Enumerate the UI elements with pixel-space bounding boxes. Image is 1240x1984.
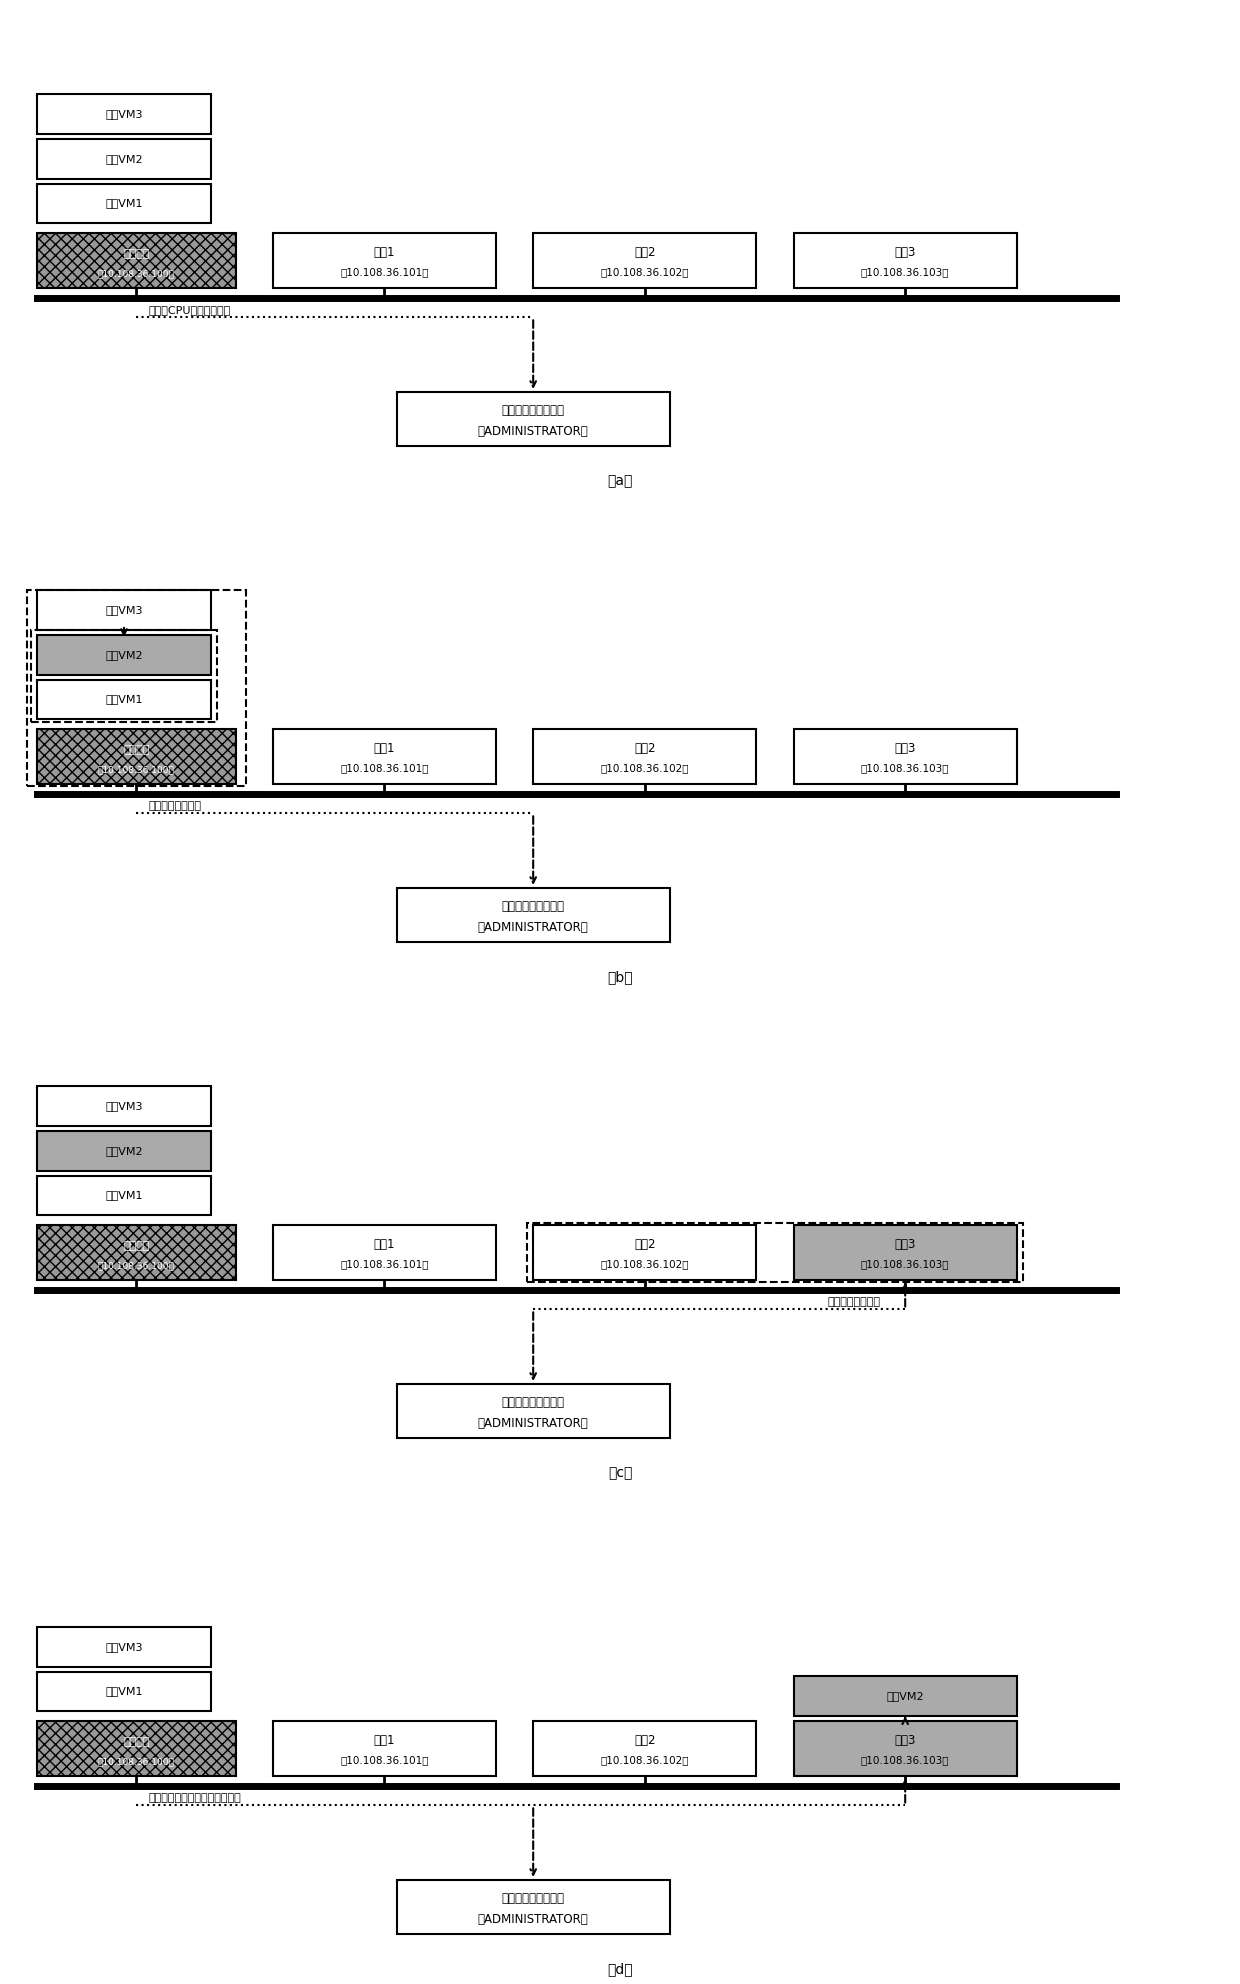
Bar bbox=[794, 1676, 1017, 1716]
Bar bbox=[533, 234, 756, 288]
Bar bbox=[273, 1720, 496, 1776]
Bar bbox=[37, 1671, 211, 1710]
Text: 虚拟VM2: 虚拟VM2 bbox=[887, 1690, 924, 1702]
Text: 虚拟VM3: 虚拟VM3 bbox=[105, 1101, 143, 1111]
Text: 虚拟VM1: 虚拟VM1 bbox=[105, 694, 143, 704]
Text: 节点3: 节点3 bbox=[894, 246, 916, 258]
Text: 源节点CPU负载超过阈値: 源节点CPU负载超过阈値 bbox=[149, 306, 231, 315]
Text: （10.108.36.101）: （10.108.36.101） bbox=[340, 268, 429, 278]
Text: （10.108.36.102）: （10.108.36.102） bbox=[600, 764, 689, 774]
Bar bbox=[37, 93, 211, 135]
Text: （d）: （d） bbox=[608, 1962, 632, 1976]
Text: 节点1: 节点1 bbox=[373, 1238, 396, 1250]
Bar bbox=[533, 1226, 756, 1280]
Text: 节点3: 节点3 bbox=[894, 1238, 916, 1250]
Bar bbox=[397, 1881, 670, 1934]
Text: （10.108.36.102）: （10.108.36.102） bbox=[600, 268, 689, 278]
Text: 虚拟VM2: 虚拟VM2 bbox=[105, 1145, 143, 1157]
Text: 节点2: 节点2 bbox=[634, 1734, 656, 1746]
Bar bbox=[794, 1226, 1017, 1280]
Text: （b）: （b） bbox=[608, 970, 632, 984]
Text: （10.108.36.100）: （10.108.36.100） bbox=[98, 1262, 175, 1270]
Bar bbox=[37, 591, 211, 631]
Text: 节点1: 节点1 bbox=[373, 1734, 396, 1746]
Bar bbox=[527, 1222, 1023, 1282]
Text: 节点3: 节点3 bbox=[894, 742, 916, 754]
Text: 虚拟VM3: 虚拟VM3 bbox=[105, 109, 143, 119]
Bar bbox=[37, 1627, 211, 1667]
Text: （10.108.36.103）: （10.108.36.103） bbox=[861, 764, 950, 774]
Bar bbox=[31, 631, 217, 722]
Text: 建立网络连接，完成虚拟机迁移: 建立网络连接，完成虚拟机迁移 bbox=[149, 1794, 242, 1803]
Text: （ADMINISTRATOR）: （ADMINISTRATOR） bbox=[477, 425, 589, 438]
Text: 虚拟VM2: 虚拟VM2 bbox=[105, 649, 143, 661]
Bar bbox=[794, 234, 1017, 288]
Text: 虚拟机迁移控制模块: 虚拟机迁移控制模块 bbox=[502, 1893, 564, 1905]
Bar bbox=[273, 1226, 496, 1280]
Text: （10.108.36.101）: （10.108.36.101） bbox=[340, 1756, 429, 1766]
Bar bbox=[533, 730, 756, 784]
Bar bbox=[37, 679, 211, 720]
Bar bbox=[37, 730, 236, 784]
Bar bbox=[27, 591, 246, 786]
Bar bbox=[37, 1720, 236, 1776]
Text: （10.108.36.103）: （10.108.36.103） bbox=[861, 268, 950, 278]
Text: 源服务器: 源服务器 bbox=[123, 744, 150, 754]
Text: 节点1: 节点1 bbox=[373, 742, 396, 754]
Text: （10.108.36.101）: （10.108.36.101） bbox=[340, 764, 429, 774]
Bar bbox=[37, 1131, 211, 1171]
Text: 节点2: 节点2 bbox=[634, 246, 656, 258]
Text: 节点2: 节点2 bbox=[634, 1238, 656, 1250]
Text: （10.108.36.103）: （10.108.36.103） bbox=[861, 1756, 950, 1766]
Text: 虚拟VM3: 虚拟VM3 bbox=[105, 605, 143, 615]
Bar bbox=[37, 139, 211, 179]
Text: 虚拟机迁移控制模块: 虚拟机迁移控制模块 bbox=[502, 405, 564, 417]
Text: （ADMINISTRATOR）: （ADMINISTRATOR） bbox=[477, 1417, 589, 1430]
Text: 虚拟VM1: 虚拟VM1 bbox=[105, 1686, 143, 1696]
Text: 虚拟机迁移控制模块: 虚拟机迁移控制模块 bbox=[502, 1397, 564, 1409]
Text: （ADMINISTRATOR）: （ADMINISTRATOR） bbox=[477, 1913, 589, 1926]
Bar bbox=[533, 1720, 756, 1776]
Text: 节点2: 节点2 bbox=[634, 742, 656, 754]
Text: （10.108.36.102）: （10.108.36.102） bbox=[600, 1260, 689, 1270]
Text: （10.108.36.101）: （10.108.36.101） bbox=[340, 1260, 429, 1270]
Bar bbox=[794, 1720, 1017, 1776]
Text: 虚拟VM3: 虚拟VM3 bbox=[105, 1641, 143, 1653]
Bar bbox=[397, 393, 670, 446]
Text: 虚拟机迁移控制模块: 虚拟机迁移控制模块 bbox=[502, 901, 564, 913]
Bar bbox=[397, 889, 670, 942]
Bar bbox=[37, 635, 211, 675]
Text: （c）: （c） bbox=[608, 1466, 632, 1480]
Text: （a）: （a） bbox=[608, 474, 632, 488]
Bar bbox=[37, 1087, 211, 1127]
Text: 虚拟VM1: 虚拟VM1 bbox=[105, 198, 143, 208]
Text: 节点3: 节点3 bbox=[894, 1734, 916, 1746]
Text: （10.108.36.100）: （10.108.36.100） bbox=[98, 766, 175, 774]
Text: 源服务器: 源服务器 bbox=[123, 248, 150, 258]
Text: （10.108.36.102）: （10.108.36.102） bbox=[600, 1756, 689, 1766]
Text: 虚拟VM1: 虚拟VM1 bbox=[105, 1190, 143, 1200]
Text: 选择迁移目的节点: 选择迁移目的节点 bbox=[827, 1298, 880, 1307]
Text: 虚拟VM2: 虚拟VM2 bbox=[105, 153, 143, 165]
Text: 节点1: 节点1 bbox=[373, 246, 396, 258]
Bar bbox=[37, 185, 211, 224]
Text: 选择迁移虚拟主机: 选择迁移虚拟主机 bbox=[149, 802, 202, 811]
Bar bbox=[37, 1226, 236, 1280]
Text: （10.108.36.100）: （10.108.36.100） bbox=[98, 1758, 175, 1766]
Bar bbox=[37, 1175, 211, 1214]
Text: （ADMINISTRATOR）: （ADMINISTRATOR） bbox=[477, 921, 589, 934]
Text: （10.108.36.100）: （10.108.36.100） bbox=[98, 270, 175, 278]
Bar bbox=[273, 730, 496, 784]
Text: （10.108.36.103）: （10.108.36.103） bbox=[861, 1260, 950, 1270]
Bar bbox=[37, 234, 236, 288]
Text: 源服务器: 源服务器 bbox=[123, 1736, 150, 1746]
Text: 源服务器: 源服务器 bbox=[123, 1240, 150, 1250]
Bar bbox=[273, 234, 496, 288]
Bar bbox=[397, 1385, 670, 1438]
Bar bbox=[794, 730, 1017, 784]
